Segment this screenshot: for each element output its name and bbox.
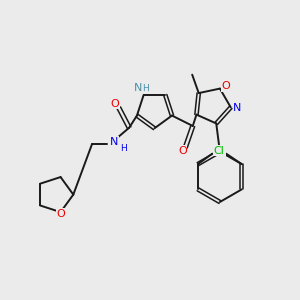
Text: O: O [111, 99, 120, 109]
Text: H: H [142, 84, 149, 93]
Text: H: H [120, 144, 127, 153]
Text: O: O [57, 208, 66, 219]
Text: O: O [221, 81, 230, 91]
Text: Cl: Cl [214, 146, 225, 156]
Text: N: N [233, 103, 242, 113]
Text: O: O [178, 146, 187, 156]
Text: N: N [134, 83, 142, 93]
Text: N: N [110, 137, 118, 147]
Text: Cl: Cl [213, 146, 224, 156]
